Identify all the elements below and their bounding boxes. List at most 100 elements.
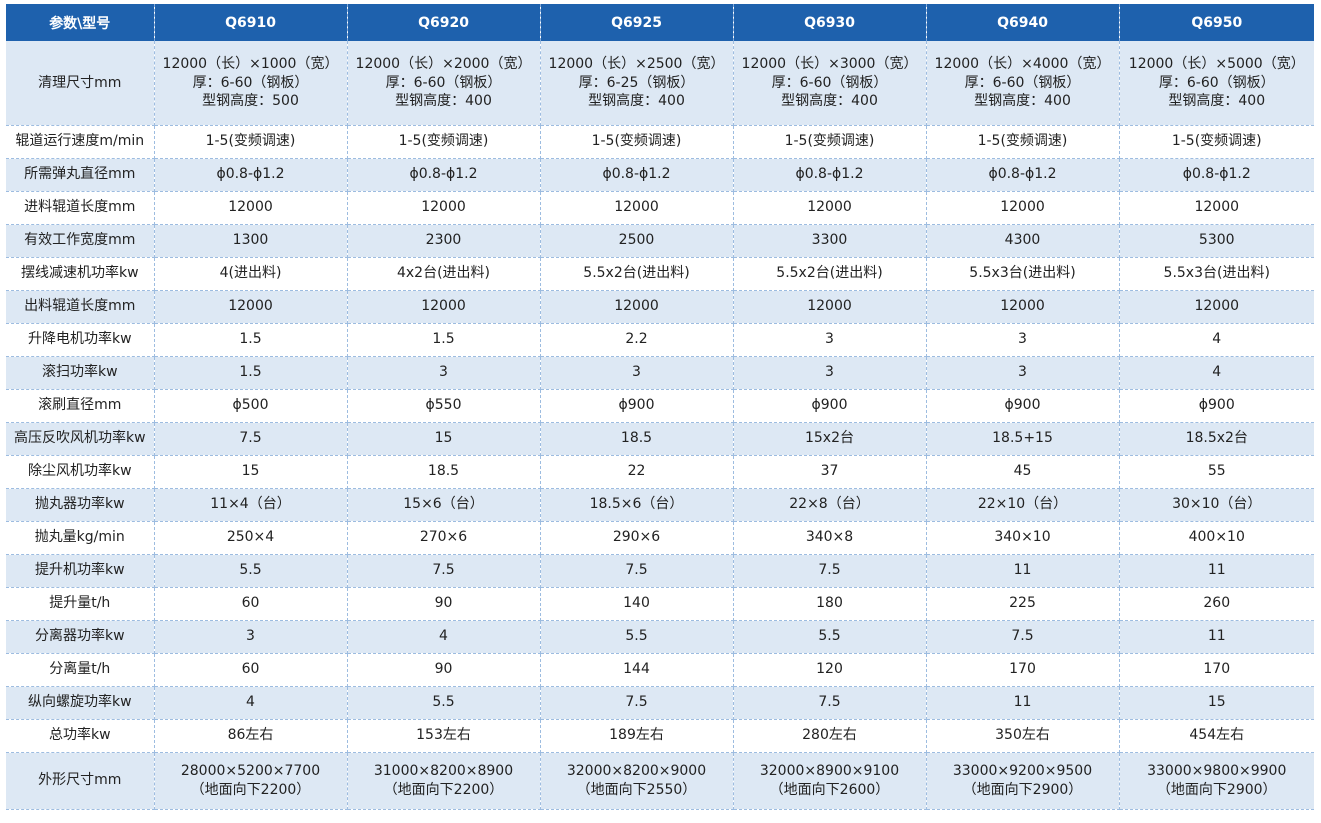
table-cell: 3 <box>347 356 541 390</box>
table-cell: 22 <box>540 455 734 489</box>
header-label: 参数\型号 <box>6 4 155 41</box>
spec-table: 参数\型号 Q6910 Q6920 Q6925 Q6930 Q6940 Q695… <box>6 4 1314 810</box>
row-label: 滚扫功率kw <box>6 356 155 390</box>
table-row: 辊道运行速度m/min 1-5(变频调速) 1-5(变频调速) 1-5(变频调速) 1-… <box>6 125 1314 159</box>
row-label: 抛丸器功率kw <box>6 488 155 522</box>
table-cell: 3 <box>926 323 1120 357</box>
table-cell: 18.5×6（台） <box>540 488 734 522</box>
table-cell: 3 <box>926 356 1120 390</box>
row-label: 分离量t/h <box>6 653 155 687</box>
table-cell: 32000×8900×9100 （地面向下2600） <box>733 752 927 810</box>
table-row: 抛丸器功率kw 11×4（台） 15×6（台） 18.5×6（台） 22×8（台） 22×… <box>6 488 1314 522</box>
table-row: 抛丸量kg/min 250×4 270×6 290×6 340×8 340×10 400×1… <box>6 521 1314 555</box>
model-header: Q6910 <box>154 4 348 41</box>
cell-line: 型钢高度：400 <box>1168 92 1266 109</box>
table-cell: ϕ0.8-ϕ1.2 <box>1119 158 1314 192</box>
cell-line: 型钢高度：500 <box>202 92 299 109</box>
cell-line: （地面向下2900） <box>1156 781 1277 798</box>
cell-line: （地面向下2200） <box>383 781 504 798</box>
row-label: 升降电机功率kw <box>6 323 155 357</box>
table-cell: 90 <box>347 587 541 621</box>
table-row: 升降电机功率kw 1.5 1.5 2.2 3 3 4 <box>6 323 1314 357</box>
table-cell: 3 <box>733 323 927 357</box>
table-row: 提升机功率kw 5.5 7.5 7.5 7.5 11 11 <box>6 554 1314 588</box>
table-cell: ϕ900 <box>733 389 927 423</box>
table-cell: 45 <box>926 455 1120 489</box>
table-cell: 270×6 <box>347 521 541 555</box>
table-cell: 18.5+15 <box>926 422 1120 456</box>
table-cell: ϕ900 <box>540 389 734 423</box>
table-cell: 12000 <box>926 191 1120 225</box>
table-cell: 5.5x2台(进出料) <box>733 257 927 291</box>
table-cell: 4(进出料) <box>154 257 348 291</box>
cell-line: 型钢高度：400 <box>781 92 878 109</box>
table-cell: 1.5 <box>154 356 348 390</box>
model-header: Q6950 <box>1119 4 1314 41</box>
table-cell: 2300 <box>347 224 541 258</box>
cell-line: 12000（长）×4000（宽） <box>934 56 1111 73</box>
table-cell: 290×6 <box>540 521 734 555</box>
table-cell: 18.5 <box>347 455 541 489</box>
table-cell: 12000 <box>540 290 734 324</box>
table-cell: 12000（长）×4000（宽） 厚：6-60（钢板） 型钢高度：400 <box>926 41 1120 126</box>
table-cell: 11 <box>926 554 1120 588</box>
row-label: 总功率kw <box>6 719 155 753</box>
table-cell: 5.5 <box>154 554 348 588</box>
table-cell: 3 <box>154 620 348 654</box>
table-cell: 153左右 <box>347 719 541 753</box>
table-cell: ϕ900 <box>926 389 1120 423</box>
table-cell: 260 <box>1119 587 1314 621</box>
table-cell: ϕ0.8-ϕ1.2 <box>540 158 734 192</box>
model-header: Q6925 <box>540 4 734 41</box>
table-cell: 3 <box>540 356 734 390</box>
table-cell: ϕ0.8-ϕ1.2 <box>733 158 927 192</box>
table-cell: 4x2台(进出料) <box>347 257 541 291</box>
table-row: 纵向螺旋功率kw 4 5.5 7.5 7.5 11 15 <box>6 686 1314 720</box>
table-cell: 5300 <box>1119 224 1314 258</box>
row-label: 摆线减速机功率kw <box>6 257 155 291</box>
model-header: Q6940 <box>926 4 1120 41</box>
table-cell: 1-5(变频调速) <box>1119 125 1314 159</box>
table-row: 除尘风机功率kw 15 18.5 22 37 45 55 <box>6 455 1314 489</box>
table-cell: 5.5 <box>540 620 734 654</box>
table-body: 清理尺寸mm 12000（长）×1000（宽） 厚：6-60（钢板） 型钢高度：500… <box>6 41 1314 810</box>
table-cell: 18.5 <box>540 422 734 456</box>
table-cell: 60 <box>154 653 348 687</box>
table-cell: 90 <box>347 653 541 687</box>
table-row: 出料辊道长度mm 12000 12000 12000 12000 12000 12000 <box>6 290 1314 324</box>
row-label: 进料辊道长度mm <box>6 191 155 225</box>
model-header: Q6930 <box>733 4 927 41</box>
cell-line: 12000（长）×5000（宽） <box>1128 56 1305 73</box>
table-cell: 11 <box>1119 554 1314 588</box>
table-cell: 11 <box>926 686 1120 720</box>
cell-line: 12000（长）×2000（宽） <box>355 56 532 73</box>
table-cell: 340×10 <box>926 521 1120 555</box>
cell-line: 厚：6-60（钢板） <box>385 74 502 91</box>
table-cell: 5.5x3台(进出料) <box>1119 257 1314 291</box>
table-cell: 28000×5200×7700 （地面向下2200） <box>154 752 348 810</box>
table-cell: 280左右 <box>733 719 927 753</box>
table-cell: 4 <box>1119 356 1314 390</box>
table-cell: 454左右 <box>1119 719 1314 753</box>
row-label: 滚刷直径mm <box>6 389 155 423</box>
cell-line: （地面向下2550） <box>576 781 697 798</box>
table-cell: 60 <box>154 587 348 621</box>
table-cell: 250×4 <box>154 521 348 555</box>
table-row: 有效工作宽度mm 1300 2300 2500 3300 4300 5300 <box>6 224 1314 258</box>
table-cell: 15x2台 <box>733 422 927 456</box>
table-cell: 12000 <box>347 191 541 225</box>
table-cell: ϕ550 <box>347 389 541 423</box>
row-label: 除尘风机功率kw <box>6 455 155 489</box>
cell-line: 厚：6-60（钢板） <box>964 74 1081 91</box>
table-cell: 350左右 <box>926 719 1120 753</box>
table-cell: 1-5(变频调速) <box>154 125 348 159</box>
cell-line: 12000（长）×1000（宽） <box>162 56 339 73</box>
table-cell: 225 <box>926 587 1120 621</box>
table-cell: ϕ0.8-ϕ1.2 <box>347 158 541 192</box>
row-label: 提升量t/h <box>6 587 155 621</box>
table-cell: 4 <box>154 686 348 720</box>
table-cell: 32000×8200×9000 （地面向下2550） <box>540 752 734 810</box>
table-cell: 22×10（台） <box>926 488 1120 522</box>
table-cell: ϕ900 <box>1119 389 1314 423</box>
table-cell: 12000 <box>347 290 541 324</box>
